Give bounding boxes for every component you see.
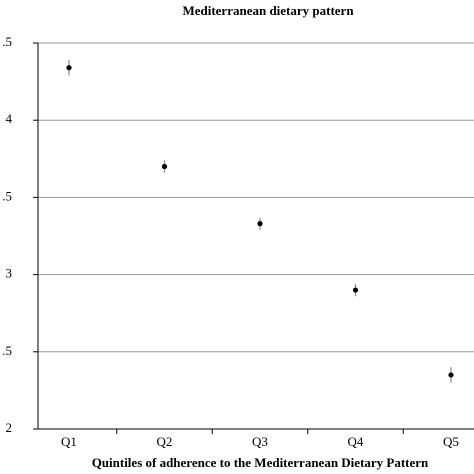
x-tick-label: Q3: [252, 434, 268, 449]
x-tick-label: Q4: [348, 434, 364, 449]
point: [257, 221, 263, 227]
x-tick-label: Q5: [443, 434, 459, 449]
chart-title: Mediterranean dietary pattern: [182, 3, 354, 18]
y-tick-label: 3: [6, 266, 13, 281]
y-tick-label: .5: [2, 343, 12, 358]
x-tick-label: Q1: [61, 434, 77, 449]
x-tick-label: Q2: [157, 434, 173, 449]
point: [66, 65, 72, 71]
y-tick-label: 4: [6, 111, 13, 126]
point: [448, 372, 454, 378]
x-axis-label: Quintiles of adherence to the Mediterran…: [92, 455, 429, 470]
y-tick-label: .5: [2, 34, 12, 49]
y-tick-label: 2: [6, 420, 13, 435]
y-tick-label: .5: [2, 188, 12, 203]
point: [352, 287, 359, 293]
point: [161, 163, 168, 170]
